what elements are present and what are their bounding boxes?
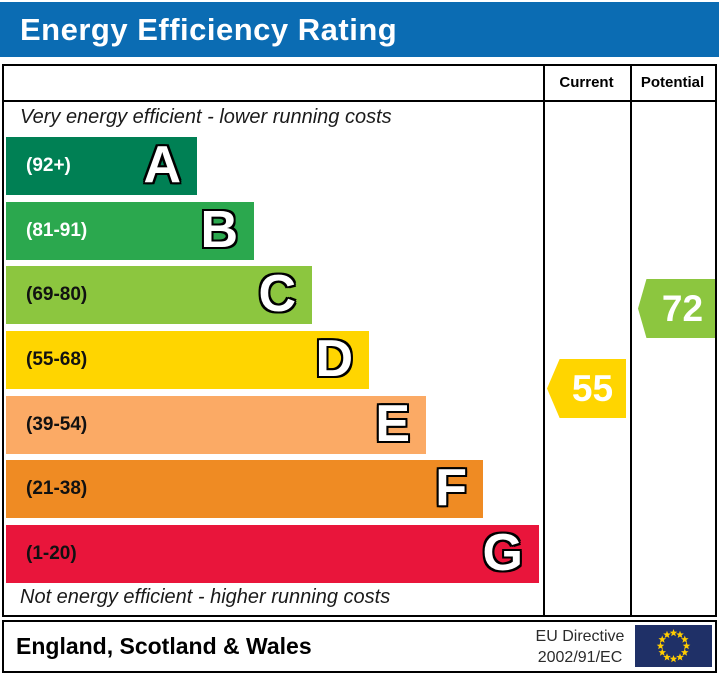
- rating-band-e: (39-54) E: [6, 396, 426, 454]
- page-title: Energy Efficiency Rating: [20, 12, 398, 47]
- band-letter: C: [258, 265, 296, 323]
- eu-directive-line2: 2002/91/EC: [537, 649, 623, 666]
- rating-band-c: (69-80) C: [6, 266, 312, 324]
- band-range-label: (69-80): [26, 284, 88, 305]
- footer-bar: England, Scotland & Wales EU Directive 2…: [2, 620, 717, 673]
- title-bar: Energy Efficiency Rating: [0, 2, 719, 57]
- band-letter: D: [315, 330, 353, 388]
- current-rating-arrow: 55: [547, 359, 626, 418]
- band-range-label: (92+): [26, 155, 71, 176]
- rating-table: Current Potential Very energy efficient …: [2, 64, 717, 617]
- current-column-header: Current: [559, 74, 614, 91]
- potential-rating-arrow: 72: [638, 279, 715, 338]
- rating-band-g: (1-20) G: [6, 525, 539, 583]
- potential-column: [630, 66, 715, 615]
- eu-flag-icon: [635, 625, 712, 667]
- rating-band-d: (55-68) D: [6, 331, 369, 389]
- rating-band-a: (92+) A: [6, 137, 197, 195]
- band-range-label: (39-54): [26, 414, 88, 435]
- current-column: [543, 66, 630, 615]
- band-letter: G: [482, 524, 523, 582]
- potential-column-header: Potential: [640, 74, 705, 91]
- eu-directive-label: EU Directive 2002/91/EC: [528, 626, 632, 668]
- band-range-label: (81-91): [26, 220, 88, 241]
- bottom-note: Not energy efficient - higher running co…: [20, 586, 391, 608]
- potential-rating-value: 72: [661, 288, 704, 329]
- band-letter: B: [200, 201, 238, 259]
- current-rating-value: 55: [571, 368, 614, 409]
- rating-band-b: (81-91) B: [6, 202, 254, 260]
- band-letter: A: [143, 136, 181, 194]
- band-letter: F: [435, 459, 467, 517]
- band-range-label: (1-20): [26, 543, 77, 564]
- rating-band-f: (21-38) F: [6, 460, 483, 518]
- band-letter: E: [375, 395, 410, 453]
- table-header-row: [4, 66, 715, 102]
- region-label: England, Scotland & Wales: [16, 633, 312, 659]
- band-range-label: (21-38): [26, 478, 88, 499]
- top-note: Very energy efficient - lower running co…: [20, 106, 392, 128]
- eu-directive-line1: EU Directive: [535, 628, 625, 645]
- band-range-label: (55-68): [26, 349, 88, 370]
